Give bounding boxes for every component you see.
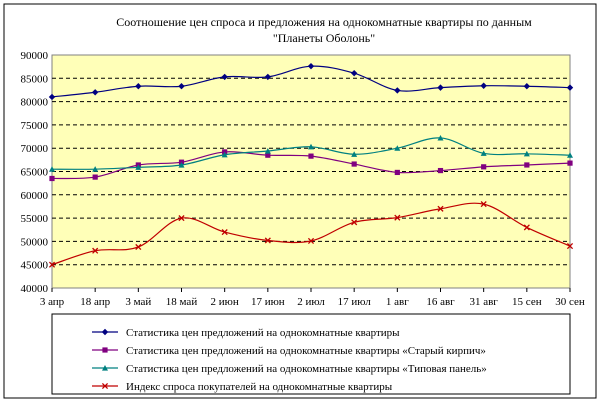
chart-title-line-1: Соотношение цен спроса и предложения на …	[116, 15, 532, 29]
data-point	[49, 166, 55, 172]
series-4	[48, 201, 574, 268]
data-point	[567, 160, 573, 166]
legend-marker	[101, 328, 109, 336]
data-point	[48, 261, 56, 268]
x-tick-label: 30 сен	[555, 296, 585, 308]
x-tick-label: 15 сен	[512, 296, 542, 308]
data-point	[523, 224, 530, 231]
legend-item: Индекс спроса покупателей на однокомнатн…	[92, 381, 393, 393]
data-point	[135, 243, 142, 251]
data-point	[351, 151, 358, 157]
data-point	[264, 237, 271, 244]
x-tick-label: 1 авг	[386, 296, 409, 308]
legend-label: Статистика цен предложений на однокомнат…	[126, 327, 400, 339]
y-tick-label: 80000	[21, 97, 49, 109]
x-tick-label: 18 апр	[80, 296, 110, 308]
data-point	[48, 93, 56, 101]
data-point	[523, 150, 530, 157]
data-point	[437, 134, 444, 141]
x-tick-label: 16 авг	[426, 296, 455, 308]
data-point	[135, 164, 142, 170]
legend-label: Статистика цен предложений на однокомнат…	[126, 345, 486, 357]
data-point	[351, 219, 358, 226]
y-tick-label: 60000	[21, 190, 49, 202]
data-point	[92, 174, 98, 180]
legend-box	[51, 313, 571, 395]
x-tick-label: 3 апр	[40, 296, 65, 308]
data-point	[49, 175, 55, 182]
data-point	[221, 151, 228, 158]
data-point	[567, 152, 573, 158]
series-layer	[48, 62, 574, 268]
x-tick-label: 18 май	[166, 296, 198, 308]
chart-title-line-2: "Планеты Оболонь"	[273, 31, 375, 45]
y-axis-ticks: 40000 45000 50000 55000 60000 65000 70000 75000…	[21, 50, 49, 295]
data-point	[178, 215, 185, 222]
y-tick-label: 75000	[21, 120, 49, 132]
data-point	[351, 161, 357, 167]
data-point	[307, 62, 315, 70]
legend-label: Индекс спроса покупателей на однокомнатн…	[126, 381, 393, 393]
data-point	[394, 214, 401, 221]
data-point	[480, 150, 487, 156]
x-tick-label: 31 авг	[469, 296, 498, 308]
data-point	[524, 162, 530, 168]
data-point	[308, 153, 314, 159]
y-tick-label: 55000	[21, 213, 49, 225]
data-point	[91, 89, 99, 96]
data-point	[523, 83, 531, 90]
data-point	[265, 152, 271, 158]
legend-item: Статистика цен предложений на однокомнат…	[92, 327, 400, 339]
series-1	[48, 62, 574, 101]
data-point	[307, 237, 315, 244]
data-point	[481, 164, 487, 170]
y-tick-label: 45000	[21, 260, 49, 272]
legend-item: Статистика цен предложений на однокомнат…	[92, 345, 486, 357]
x-tick-label: 2 июн	[211, 296, 239, 308]
data-point	[264, 147, 271, 154]
legend-item: Статистика цен предложений на однокомнат…	[92, 363, 487, 375]
y-tick-label: 85000	[21, 73, 49, 85]
x-axis-ticks: 3 апр 18 апр 3 май 18 май 2 июн 17 июн 2 июл 17…	[40, 288, 585, 308]
data-point	[437, 167, 444, 174]
y-tick-label: 90000	[21, 50, 49, 62]
legend-label: Статистика цен предложений на однокомнат…	[126, 363, 487, 375]
y-tick-label: 70000	[21, 143, 49, 155]
x-tick-label: 3 май	[125, 296, 151, 308]
data-point	[264, 73, 272, 81]
y-tick-label: 50000	[21, 236, 49, 248]
data-point	[178, 83, 185, 90]
x-tick-label: 17 июл	[338, 296, 372, 308]
data-point	[92, 247, 99, 254]
y-tick-label: 40000	[21, 283, 49, 295]
data-point	[394, 145, 401, 151]
y-tick-label: 65000	[21, 167, 49, 179]
legend-marker	[102, 347, 108, 353]
data-point	[480, 82, 487, 89]
legend-marker	[101, 382, 109, 390]
data-point	[480, 201, 487, 208]
data-point	[135, 83, 142, 90]
x-tick-label: 2 июл	[297, 296, 325, 308]
data-point	[394, 169, 400, 176]
data-point	[92, 166, 99, 172]
data-point	[437, 84, 444, 91]
data-point	[437, 205, 444, 212]
data-point	[221, 73, 228, 81]
legend: Статистика цен предложений на однокомнат…	[92, 327, 487, 393]
data-point	[178, 161, 185, 168]
data-point	[566, 243, 574, 250]
legend-marker	[102, 365, 108, 371]
data-point	[350, 69, 358, 77]
x-tick-label: 17 июн	[251, 296, 285, 308]
data-point	[394, 87, 401, 94]
data-point	[566, 84, 574, 91]
data-point	[308, 143, 314, 150]
data-point	[221, 229, 228, 236]
series-3	[49, 134, 573, 172]
